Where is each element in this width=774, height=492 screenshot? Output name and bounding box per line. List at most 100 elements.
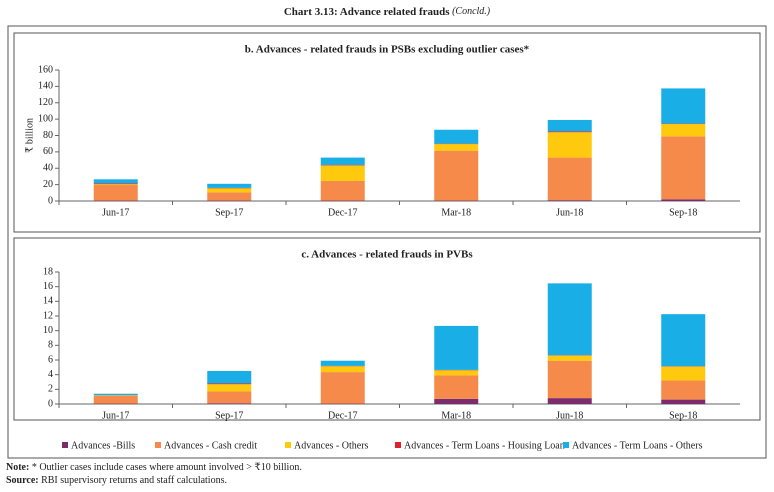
bar-segment: [207, 403, 252, 404]
bar-segment: [661, 199, 706, 201]
legend-swatch: [395, 442, 401, 448]
y-tick-label: 12: [43, 310, 53, 321]
note-label: Note:: [6, 462, 29, 473]
bar-segment: [207, 192, 252, 201]
bar-segment: [547, 200, 592, 201]
bar-segment: [547, 398, 592, 404]
y-tick-label: 160: [38, 64, 53, 75]
x-tick-label: Dec-17: [328, 410, 357, 421]
x-tick-label: Sep-18: [669, 207, 697, 218]
y-tick-label: 0: [48, 398, 53, 409]
frame: [7, 25, 767, 459]
x-tick-label: Sep-18: [669, 410, 697, 421]
bar-segment: [547, 283, 592, 356]
bar-segment: [547, 355, 592, 361]
y-tick-label: 10: [43, 325, 53, 336]
y-tick-label: 6: [48, 354, 53, 365]
bar-segment: [93, 179, 138, 184]
bar-segment: [661, 88, 706, 124]
y-tick-label: 18: [43, 266, 53, 277]
bar-segment: [320, 360, 365, 366]
bar-segment: [547, 119, 592, 132]
legend-label: Advances - Cash credit: [164, 440, 257, 451]
bar-segment: [547, 132, 592, 158]
legend-swatch: [155, 442, 161, 448]
bar-segment: [661, 314, 706, 367]
bar-segment: [547, 157, 592, 201]
bar-segment: [661, 399, 706, 404]
bar-segment: [434, 375, 479, 399]
x-tick-label: Sep-17: [215, 410, 243, 421]
y-tick-label: 120: [38, 97, 53, 108]
bar-segment: [207, 188, 252, 193]
y-tick-label: 20: [43, 179, 53, 190]
bar-segment: [434, 325, 479, 370]
x-tick-label: Mar-18: [441, 207, 471, 218]
y-tick-label: 4: [48, 369, 53, 380]
legend-label: Advances - Term Loans - Others: [572, 440, 703, 451]
y-tick-label: 8: [48, 340, 53, 351]
bar-segment: [547, 131, 592, 133]
legend-label: Advances - Others: [294, 440, 369, 451]
note: Source: RBI supervisory returns and staf…: [6, 475, 227, 486]
x-tick-label: Jun-18: [556, 207, 583, 218]
bar-segment: [207, 383, 252, 385]
note-text: * Outlier cases include cases where amou…: [32, 462, 302, 473]
legend-swatch: [62, 442, 68, 448]
bar-segment: [207, 391, 252, 404]
bar-segment: [434, 370, 479, 376]
note: Note: * Outlier cases include cases wher…: [6, 462, 302, 473]
bar-segment: [320, 180, 365, 201]
y-tick-label: 80: [43, 130, 53, 141]
bar-segment: [320, 157, 365, 165]
bar-segment: [93, 185, 138, 201]
y-tick-label: 0: [48, 195, 53, 206]
bar-segment: [434, 144, 479, 151]
bar-segment: [207, 183, 252, 188]
note-text: RBI supervisory returns and staff calcul…: [41, 475, 227, 486]
y-tick-label: 100: [38, 113, 53, 124]
x-tick-label: Mar-18: [441, 410, 471, 421]
x-tick-label: Jun-17: [102, 410, 129, 421]
y-tick-label: 2: [48, 384, 53, 395]
page-title: Chart 3.13: Advance related frauds (Conc…: [284, 6, 491, 18]
panel: [13, 237, 761, 421]
bar-segment: [320, 372, 365, 404]
bar-segment: [434, 150, 479, 201]
legend-swatch: [563, 442, 569, 448]
panel: [13, 32, 761, 233]
bar-segment: [434, 398, 479, 404]
y-axis-label: ₹ billion: [24, 118, 35, 153]
y-tick-label: 60: [43, 146, 53, 157]
bar-segment: [434, 129, 479, 144]
bar-segment: [547, 360, 592, 399]
bar-segment: [661, 380, 706, 400]
bar-segment: [661, 366, 706, 381]
legend-label: Advances -Bills: [71, 440, 135, 451]
x-tick-label: Dec-17: [328, 207, 357, 218]
bar-segment: [93, 395, 138, 404]
chart-title: b. Advances - related frauds in PSBs exc…: [245, 44, 530, 56]
x-tick-label: Sep-17: [215, 207, 243, 218]
legend-swatch: [285, 442, 291, 448]
title-note: (Concld.): [452, 6, 491, 17]
bar-segment: [93, 184, 138, 186]
bar-segment: [320, 366, 365, 373]
bar-segment: [207, 384, 252, 392]
x-tick-label: Jun-17: [102, 207, 129, 218]
bar-segment: [93, 183, 138, 185]
bar-segment: [320, 165, 365, 181]
y-tick-label: 40: [43, 163, 53, 174]
bar-segment: [661, 136, 706, 200]
note-label: Source:: [6, 475, 39, 486]
bar-segment: [661, 124, 706, 137]
bar-segment: [93, 393, 138, 396]
chart-title: c. Advances - related frauds in PVBs: [301, 249, 473, 261]
bar-segment: [207, 371, 252, 384]
legend-label: Advances - Term Loans - Housing Loan: [404, 440, 565, 451]
title: Chart 3.13: Advance related frauds: [284, 6, 450, 18]
y-tick-label: 14: [43, 296, 53, 307]
y-tick-label: 140: [38, 81, 53, 92]
y-tick-label: 16: [43, 281, 53, 292]
